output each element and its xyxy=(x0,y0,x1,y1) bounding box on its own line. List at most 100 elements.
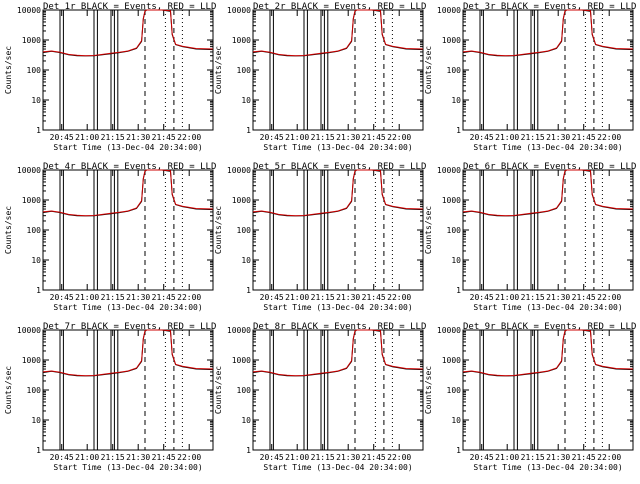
y-tick-label: 1 xyxy=(36,446,41,455)
x-tick-label: 20:45 xyxy=(470,133,494,142)
x-tick-label: 21:15 xyxy=(521,133,545,142)
x-tick-label: 21:45 xyxy=(152,293,176,302)
series-line-events xyxy=(462,329,634,377)
x-axis-label: Start Time (13-Dec-04 20:34:00) xyxy=(53,303,202,312)
x-tick-label: 22:00 xyxy=(387,293,411,302)
x-tick-label: 22:00 xyxy=(597,453,621,462)
y-tick-label: 1 xyxy=(456,286,461,295)
detector-plot-5: Det 5r BLACK = Events, RED = LLD 1 10 100 10… xyxy=(214,162,426,312)
detector-plot-7: Det 7r BLACK = Events, RED = LLD 1 10 100 10… xyxy=(4,322,216,472)
plot-frame xyxy=(252,329,424,451)
x-tick-label: 20:45 xyxy=(50,453,74,462)
y-axis-label: Counts/sec xyxy=(4,206,13,254)
series-line-events xyxy=(252,169,424,217)
y-tick-label: 10 xyxy=(31,96,41,105)
y-tick-label: 10000 xyxy=(17,6,41,15)
series-line-events xyxy=(252,9,424,57)
series-line-lld xyxy=(42,9,214,57)
x-tick-label: 21:30 xyxy=(126,453,150,462)
x-axis-label: Start Time (13-Dec-04 20:34:00) xyxy=(263,303,412,312)
y-tick-label: 1 xyxy=(456,446,461,455)
x-tick-label: 21:45 xyxy=(572,293,596,302)
x-axis-label: Start Time (13-Dec-04 20:34:00) xyxy=(263,143,412,152)
detector-plot-4: Det 4r BLACK = Events, RED = LLD 1 10 100 10… xyxy=(4,162,216,312)
series-line-lld xyxy=(462,9,634,57)
x-tick-label: 22:00 xyxy=(387,453,411,462)
y-tick-label: 1000 xyxy=(232,356,251,365)
x-axis-label: Start Time (13-Dec-04 20:34:00) xyxy=(473,303,622,312)
x-tick-label: 21:15 xyxy=(311,453,335,462)
y-tick-label: 1000 xyxy=(232,196,251,205)
x-tick-label: 21:00 xyxy=(75,453,99,462)
y-tick-label: 10000 xyxy=(227,6,251,15)
x-tick-label: 21:00 xyxy=(285,133,309,142)
y-tick-label: 10 xyxy=(451,256,461,265)
x-tick-label: 20:45 xyxy=(260,293,284,302)
plot-title: Det 1r BLACK = Events, RED = LLD xyxy=(43,2,216,12)
y-tick-label: 100 xyxy=(27,386,42,395)
plot-title: Det 8r BLACK = Events, RED = LLD xyxy=(253,322,426,332)
x-axis-label: Start Time (13-Dec-04 20:34:00) xyxy=(473,463,622,472)
y-axis-label: Counts/sec xyxy=(424,366,433,414)
x-tick-label: 21:45 xyxy=(152,453,176,462)
detector-plot-1: Det 1r BLACK = Events, RED = LLD 1 10 100 10… xyxy=(4,2,216,152)
x-tick-label: 21:00 xyxy=(285,293,309,302)
x-tick-label: 22:00 xyxy=(177,453,201,462)
y-tick-label: 1000 xyxy=(442,356,461,365)
y-tick-label: 10 xyxy=(241,416,251,425)
plot-title: Det 3r BLACK = Events, RED = LLD xyxy=(463,2,636,12)
x-tick-label: 20:45 xyxy=(470,453,494,462)
detector-plot-6: Det 6r BLACK = Events, RED = LLD 1 10 100 10… xyxy=(424,162,636,312)
x-tick-label: 21:00 xyxy=(495,453,519,462)
series-line-lld xyxy=(42,329,214,377)
series-line-lld xyxy=(462,169,634,217)
y-tick-label: 1 xyxy=(246,446,251,455)
y-tick-label: 100 xyxy=(447,386,462,395)
x-tick-label: 21:00 xyxy=(75,133,99,142)
y-axis-label: Counts/sec xyxy=(424,206,433,254)
y-tick-label: 1000 xyxy=(22,356,41,365)
series-line-lld xyxy=(252,329,424,377)
y-tick-label: 10000 xyxy=(437,166,461,175)
x-tick-label: 21:00 xyxy=(75,293,99,302)
y-axis-label: Counts/sec xyxy=(214,46,223,94)
y-tick-label: 1000 xyxy=(442,36,461,45)
x-axis-label: Start Time (13-Dec-04 20:34:00) xyxy=(53,463,202,472)
plot-frame xyxy=(42,329,214,451)
plot-frame xyxy=(462,9,634,131)
plot-title: Det 4r BLACK = Events, RED = LLD xyxy=(43,162,216,172)
x-tick-label: 21:45 xyxy=(572,133,596,142)
x-tick-label: 22:00 xyxy=(597,133,621,142)
y-tick-label: 1 xyxy=(246,286,251,295)
x-tick-label: 20:45 xyxy=(260,453,284,462)
x-tick-label: 21:30 xyxy=(336,133,360,142)
x-tick-label: 21:45 xyxy=(362,133,386,142)
x-tick-label: 21:15 xyxy=(311,293,335,302)
x-tick-label: 21:30 xyxy=(546,293,570,302)
x-tick-label: 21:00 xyxy=(495,133,519,142)
x-tick-label: 21:45 xyxy=(572,453,596,462)
x-axis-label: Start Time (13-Dec-04 20:34:00) xyxy=(263,463,412,472)
y-tick-label: 10 xyxy=(31,416,41,425)
y-tick-label: 10000 xyxy=(227,166,251,175)
plot-frame xyxy=(462,329,634,451)
plot-frame xyxy=(462,169,634,291)
plot-frame xyxy=(42,169,214,291)
x-tick-label: 21:15 xyxy=(101,293,125,302)
plot-title: Det 5r BLACK = Events, RED = LLD xyxy=(253,162,426,172)
x-tick-label: 21:45 xyxy=(362,293,386,302)
y-tick-label: 1 xyxy=(36,286,41,295)
x-tick-label: 21:15 xyxy=(311,133,335,142)
y-tick-label: 100 xyxy=(27,66,42,75)
series-line-events xyxy=(42,329,214,377)
y-tick-label: 100 xyxy=(237,66,252,75)
x-tick-label: 22:00 xyxy=(177,293,201,302)
x-tick-label: 22:00 xyxy=(597,293,621,302)
plot-title: Det 6r BLACK = Events, RED = LLD xyxy=(463,162,636,172)
y-tick-label: 1000 xyxy=(22,196,41,205)
y-tick-label: 10 xyxy=(241,96,251,105)
x-tick-label: 22:00 xyxy=(387,133,411,142)
y-tick-label: 10 xyxy=(451,96,461,105)
plot-title: Det 9r BLACK = Events, RED = LLD xyxy=(463,322,636,332)
